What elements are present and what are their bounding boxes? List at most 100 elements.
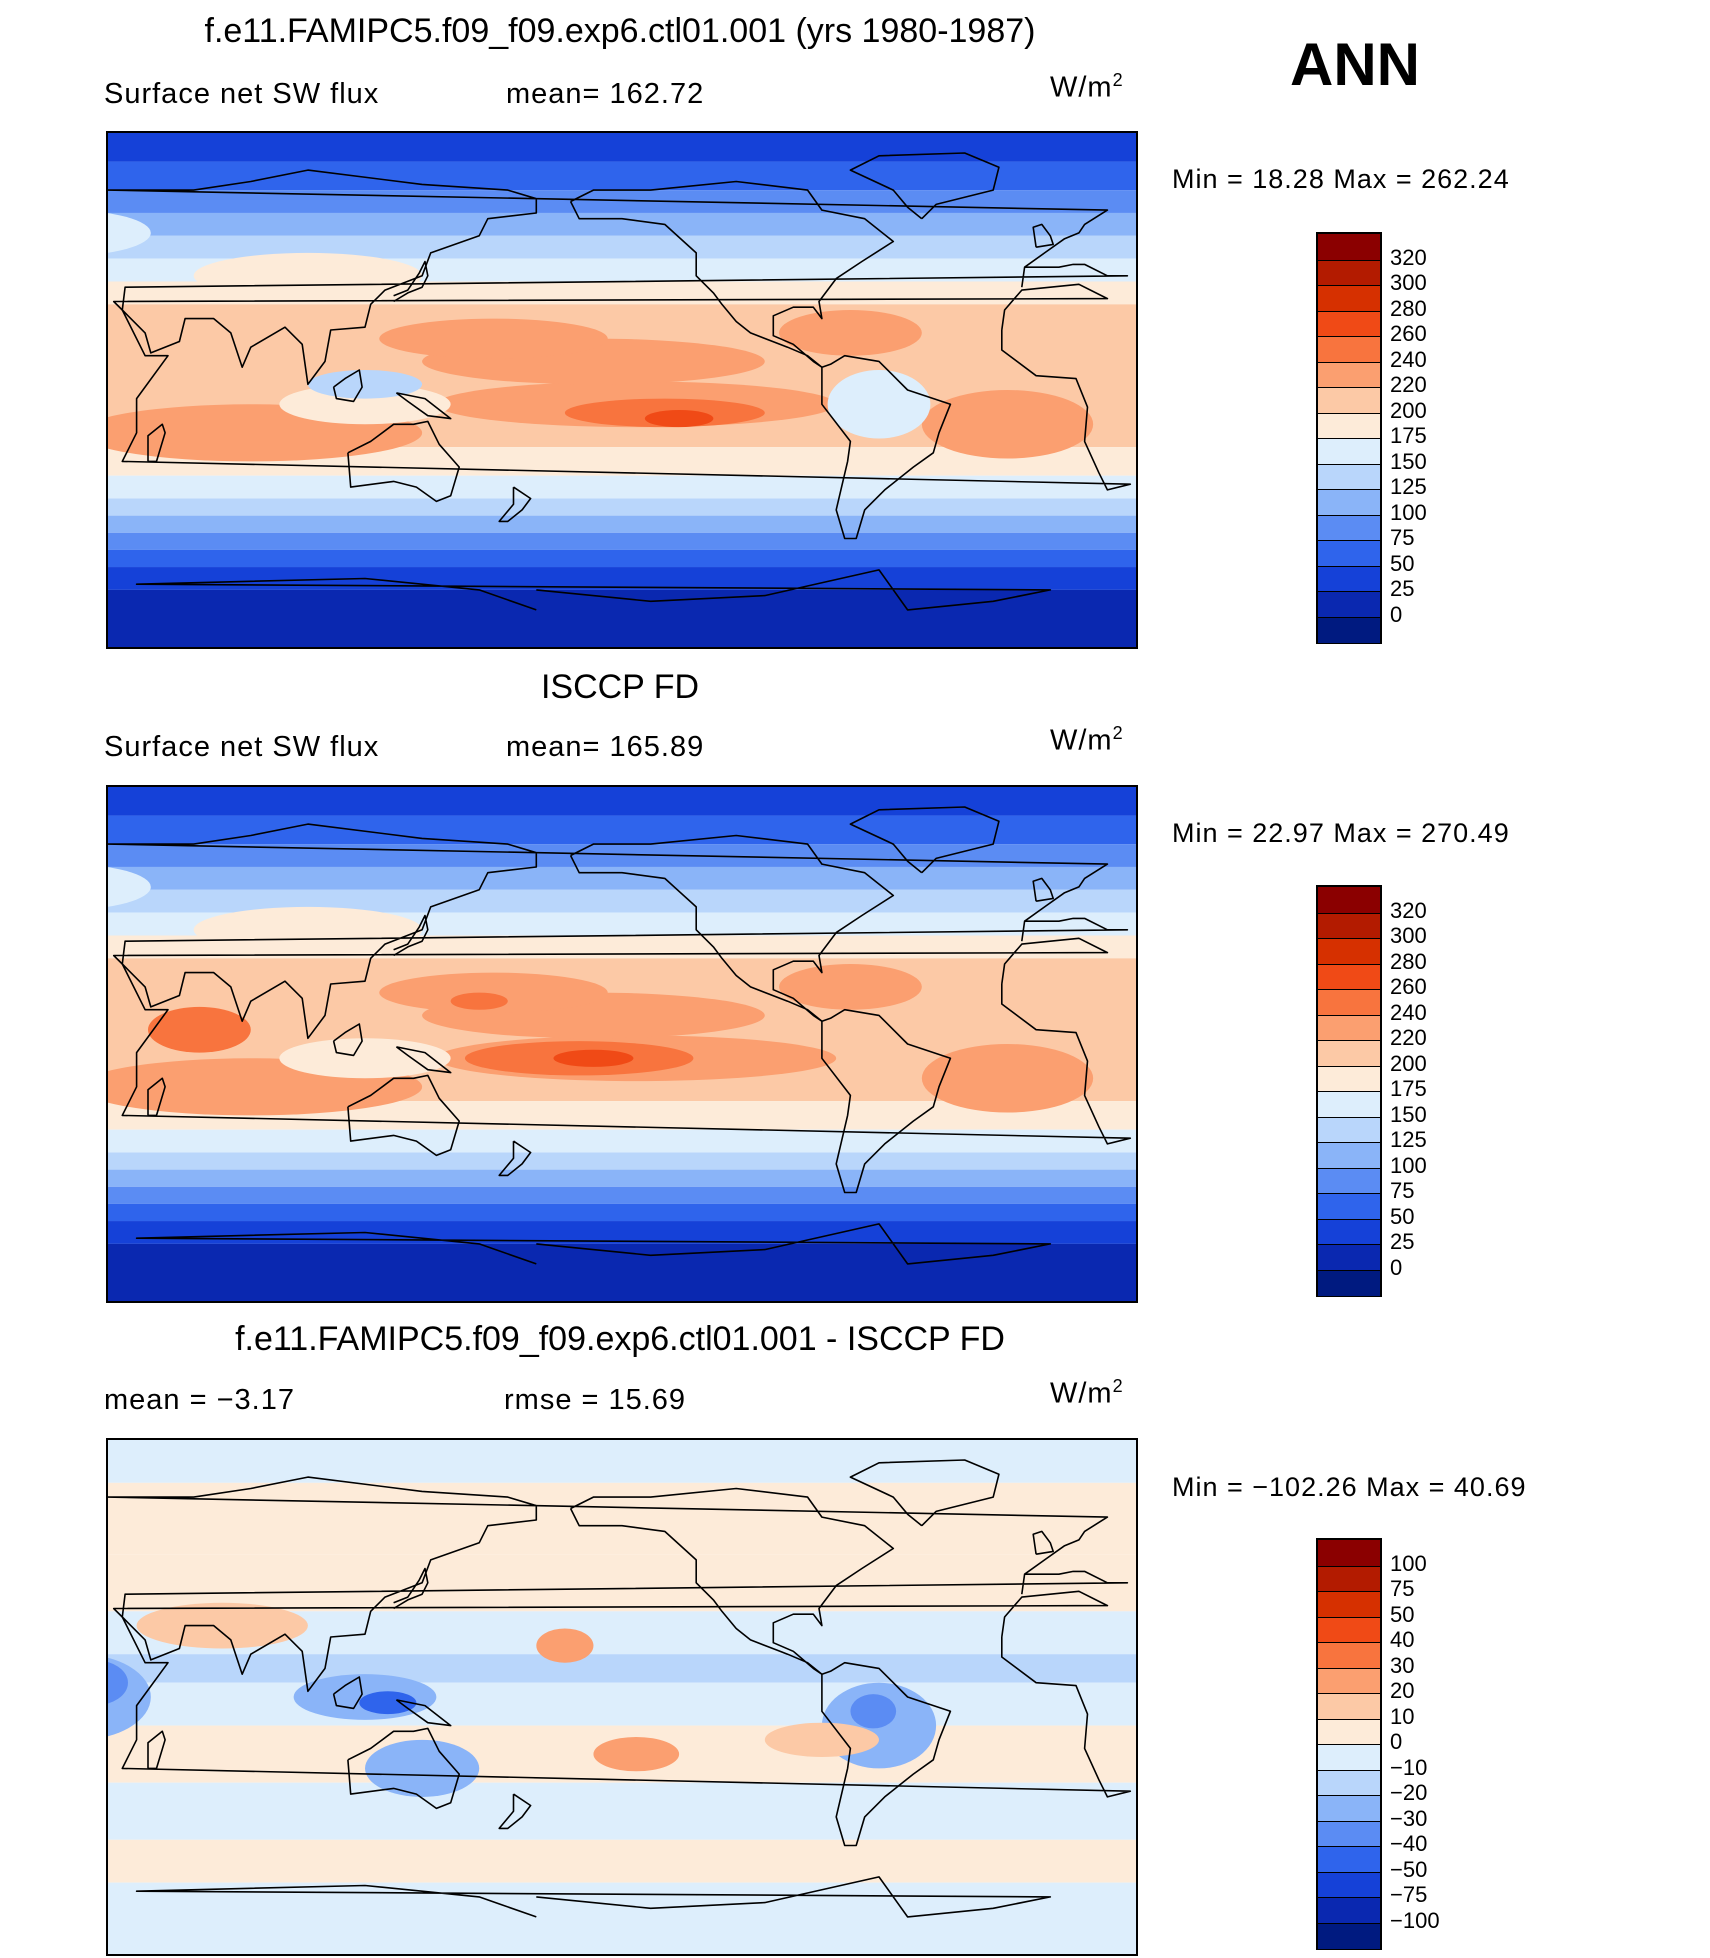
coastline	[135, 1876, 1052, 1918]
coastline	[569, 1487, 895, 1675]
coastline	[135, 569, 1052, 611]
field-blob	[279, 384, 451, 425]
field-anomalies	[108, 1602, 937, 1797]
panel1-map-svg	[108, 133, 1136, 647]
field-blob	[279, 1038, 451, 1079]
panel1-colorbar-swatch	[1318, 387, 1380, 414]
panel1-colorbar-swatch	[1318, 463, 1380, 490]
coastline	[1032, 223, 1055, 248]
field-band	[108, 1782, 1136, 1840]
panel1-colorbar-label: 260	[1390, 321, 1427, 346]
panel1-colorbar-swatches	[1316, 232, 1382, 644]
field-band	[108, 889, 1136, 913]
panel3-colorbar-swatch	[1318, 1591, 1380, 1618]
coastline	[498, 1793, 532, 1830]
panel2-colorbar-swatch	[1318, 938, 1380, 965]
field-band	[108, 1152, 1136, 1170]
panel2-colorbar-swatch	[1318, 1065, 1380, 1092]
coastline	[395, 392, 452, 420]
field-band	[108, 1554, 1136, 1612]
panel2-colorbar-label: 0	[1390, 1254, 1403, 1280]
coastline-group	[108, 152, 1132, 611]
field-band	[108, 1839, 1136, 1883]
panel2-colorbar-label: 200	[1390, 1050, 1427, 1076]
coastline	[1032, 1530, 1055, 1555]
coastline	[393, 1567, 429, 1610]
panel2-map	[106, 785, 1138, 1303]
field-blob	[593, 1736, 680, 1772]
field-band	[108, 515, 1136, 533]
field-blob	[450, 992, 508, 1010]
panel2-minmax: Min = 22.97 Max = 270.49	[1172, 818, 1510, 848]
field-band	[108, 1482, 1136, 1555]
panel2-colorbar-swatch	[1318, 1244, 1380, 1271]
panel2-colorbar-swatch	[1318, 912, 1380, 939]
panel1-colorbar-label: 150	[1390, 448, 1427, 474]
field-band	[108, 475, 1136, 499]
panel3-colorbar-label: −75	[1390, 1882, 1428, 1907]
coastline-group	[108, 806, 1132, 1265]
panel3-colorbar-label: 50	[1390, 1601, 1415, 1627]
field-band	[108, 1203, 1136, 1222]
panel2-colorbar-swatch	[1318, 1142, 1380, 1169]
panel2-colorbar-swatch	[1318, 887, 1380, 913]
panel1-colorbar-swatch	[1318, 616, 1380, 643]
panel3-colorbar-label: −100	[1390, 1907, 1440, 1933]
panel3-rmse-label: rmse = 15.69	[504, 1384, 687, 1416]
latitude-bands	[108, 133, 1136, 647]
coastline	[393, 260, 429, 303]
field-blob	[108, 213, 151, 253]
panel2-colorbar-swatch	[1318, 1091, 1380, 1118]
panel1-colorbar-label: 25	[1390, 576, 1415, 601]
panel2-colorbar-label: 260	[1390, 974, 1427, 999]
field-band	[108, 1243, 1136, 1301]
panel3-map-svg	[108, 1440, 1136, 1954]
panel3-colorbar-label: −20	[1390, 1780, 1428, 1805]
field-band	[108, 1129, 1136, 1153]
panel2-colorbar-label: 300	[1390, 923, 1427, 948]
field-blob	[850, 1694, 897, 1729]
panel1-colorbar-label: 0	[1390, 601, 1403, 627]
field-band	[108, 212, 1136, 236]
field-blob	[779, 964, 922, 1010]
panel3-colorbar-swatch	[1318, 1693, 1380, 1720]
panel3-colorbar-swatches	[1316, 1538, 1382, 1950]
panel1-colorbar-label: 175	[1390, 423, 1427, 448]
field-blob	[553, 1049, 634, 1067]
panel3-mean-label: mean = −3.17	[104, 1384, 295, 1416]
panel2-map-svg	[108, 787, 1136, 1301]
panel3-title: f.e11.FAMIPC5.f09_f09.exp6.ctl01.001 - I…	[235, 1320, 1005, 1358]
coastline	[821, 1661, 952, 1847]
panel2-colorbar-label: 320	[1390, 897, 1427, 923]
coastline	[347, 1074, 461, 1157]
panel1-colorbar-swatch	[1318, 540, 1380, 567]
panel1-colorbar-label: 200	[1390, 397, 1427, 423]
field-band	[108, 1186, 1136, 1204]
coastline	[108, 169, 1129, 386]
panel1-colorbar-label: 125	[1390, 474, 1427, 499]
field-band	[108, 1221, 1136, 1244]
panel2-colorbar-label: 280	[1390, 948, 1427, 974]
field-band	[108, 1169, 1136, 1187]
panel2-colorbar-swatch	[1318, 1014, 1380, 1041]
panel3-units: W/m2	[1050, 1376, 1124, 1410]
panel3-colorbar-label: 0	[1390, 1729, 1403, 1754]
panel1-map	[106, 131, 1138, 649]
field-blob	[921, 1044, 1094, 1113]
panel3-colorbar-swatch	[1318, 1922, 1380, 1949]
field-blob	[536, 1628, 594, 1663]
panel3-colorbar-label: 30	[1390, 1652, 1415, 1678]
panel2-colorbar-label: 150	[1390, 1101, 1427, 1127]
panel1-colorbar-swatch	[1318, 565, 1380, 592]
coastline	[395, 1699, 452, 1727]
panel3-colorbar-swatch	[1318, 1540, 1380, 1566]
panel1-colorbar-swatch	[1318, 438, 1380, 465]
field-band	[108, 133, 1136, 162]
panel1-colorbar-swatch	[1318, 336, 1380, 363]
panel1-colorbar-swatch	[1318, 514, 1380, 541]
coastline	[112, 1590, 1132, 1798]
panel1-mean-label: mean= 162.72	[506, 78, 705, 110]
panel3-colorbar-swatch	[1318, 1642, 1380, 1669]
panel3-map	[106, 1438, 1138, 1956]
coastline	[112, 937, 1132, 1145]
